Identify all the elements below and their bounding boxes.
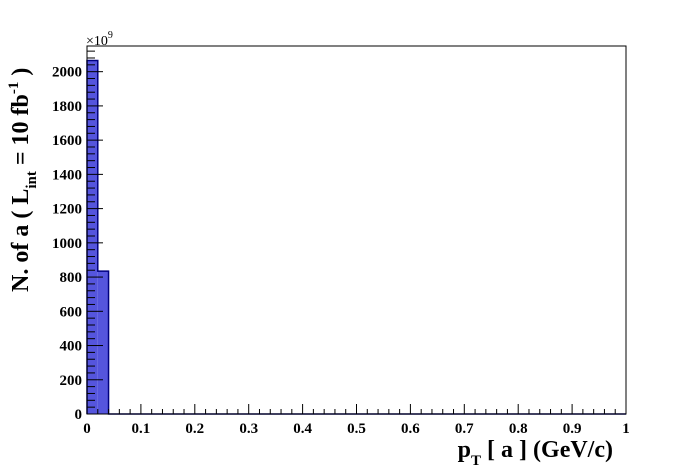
histogram-bar <box>97 271 109 414</box>
x-tick-label: 0.3 <box>239 421 258 437</box>
x-tick-label: 0.1 <box>132 421 151 437</box>
plot-frame <box>86 45 627 415</box>
y-tick-label: 800 <box>60 270 83 286</box>
y-tick-label: 1200 <box>52 202 82 218</box>
y-axis-ticks: 0 200 400 600 800 1000 1200 1400 1600 1800 2000 <box>52 50 103 423</box>
x-tick-label: 0.6 <box>401 421 420 437</box>
x-axis-title: pT [ a ] (GeV/c) <box>458 437 613 469</box>
y-multiplier: ×109 <box>86 30 113 49</box>
histogram-outline <box>86 59 626 415</box>
x-tick-label: 0.9 <box>563 421 582 437</box>
y-tick-label: 200 <box>60 373 83 389</box>
y-tick-label: 0 <box>75 407 83 423</box>
x-tick-label: 0.5 <box>347 421 366 437</box>
histogram-bars <box>86 59 626 415</box>
y-tick-label: 1800 <box>52 99 82 115</box>
y-tick-label: 1400 <box>52 167 82 183</box>
x-axis-ticks: 0 0.1 0.2 0.3 0.4 0.5 0.6 0.7 0.8 0.9 1 <box>83 404 630 437</box>
x-tick-label: 0.8 <box>509 421 528 437</box>
y-tick-label: 1600 <box>52 133 82 149</box>
y-tick-label: 1000 <box>52 236 82 252</box>
y-axis-title: N. of a ( Lint = 10 fb-1 ) <box>6 68 40 292</box>
x-tick-label: 0.4 <box>293 421 312 437</box>
x-tick-label: 1 <box>622 421 630 437</box>
y-tick-label: 2000 <box>52 65 82 81</box>
histogram-bar <box>87 60 98 415</box>
x-tick-label: 0.2 <box>185 421 204 437</box>
y-tick-label: 400 <box>60 339 83 355</box>
x-tick-label: 0 <box>83 421 91 437</box>
y-tick-label: 600 <box>60 304 83 320</box>
x-tick-label: 0.7 <box>455 421 474 437</box>
